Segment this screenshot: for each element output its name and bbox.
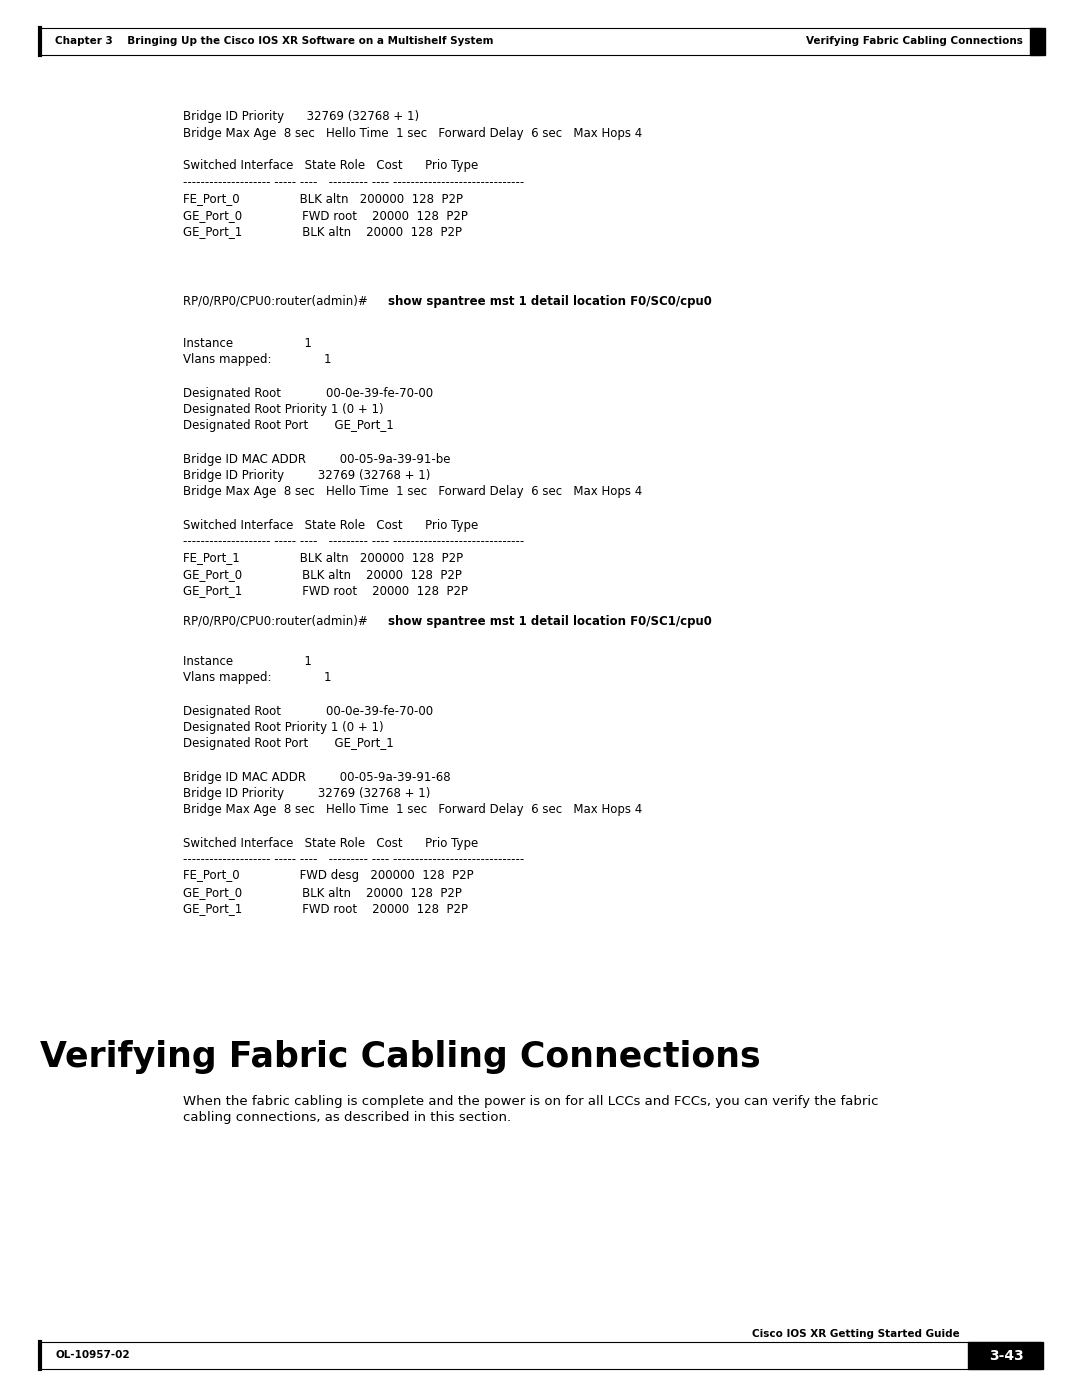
Text: Vlans mapped:              1: Vlans mapped: 1 (183, 353, 332, 366)
Text: show spantree mst 1 detail location F0/SC1/cpu0: show spantree mst 1 detail location F0/S… (389, 615, 713, 629)
Bar (1030, 28, 1045, 54)
Text: GE_Port_1                BLK altn    20000  128  P2P: GE_Port_1 BLK altn 20000 128 P2P (183, 225, 462, 239)
Text: -------------------- ----- ----   --------- ---- ------------------------------: -------------------- ----- ---- --------… (183, 535, 524, 548)
Text: Designated Root Priority 1 (0 + 1): Designated Root Priority 1 (0 + 1) (183, 721, 383, 733)
Text: GE_Port_0                FWD root    20000  128  P2P: GE_Port_0 FWD root 20000 128 P2P (183, 210, 468, 222)
Text: Bridge ID Priority         32769 (32768 + 1): Bridge ID Priority 32769 (32768 + 1) (183, 787, 430, 800)
Text: Bridge ID Priority         32769 (32768 + 1): Bridge ID Priority 32769 (32768 + 1) (183, 469, 430, 482)
Text: Bridge ID MAC ADDR         00-05-9a-39-91-be: Bridge ID MAC ADDR 00-05-9a-39-91-be (183, 453, 450, 465)
Text: GE_Port_0                BLK altn    20000  128  P2P: GE_Port_0 BLK altn 20000 128 P2P (183, 569, 462, 581)
Text: Bridge Max Age  8 sec   Hello Time  1 sec   Forward Delay  6 sec   Max Hops 4: Bridge Max Age 8 sec Hello Time 1 sec Fo… (183, 486, 643, 499)
Text: Designated Root Priority 1 (0 + 1): Designated Root Priority 1 (0 + 1) (183, 402, 383, 416)
Text: Instance                   1: Instance 1 (183, 337, 312, 351)
Text: Vlans mapped:              1: Vlans mapped: 1 (183, 672, 332, 685)
Text: Switched Interface   State Role   Cost      Prio Type: Switched Interface State Role Cost Prio … (183, 159, 478, 172)
Text: Verifying Fabric Cabling Connections: Verifying Fabric Cabling Connections (40, 1039, 760, 1074)
Text: Switched Interface   State Role   Cost      Prio Type: Switched Interface State Role Cost Prio … (183, 837, 478, 849)
Text: OL-10957-02: OL-10957-02 (55, 1351, 130, 1361)
Text: Designated Root            00-0e-39-fe-70-00: Designated Root 00-0e-39-fe-70-00 (183, 704, 433, 718)
Text: Bridge Max Age  8 sec   Hello Time  1 sec   Forward Delay  6 sec   Max Hops 4: Bridge Max Age 8 sec Hello Time 1 sec Fo… (183, 803, 643, 816)
Text: FE_Port_0                BLK altn   200000  128  P2P: FE_Port_0 BLK altn 200000 128 P2P (183, 193, 463, 205)
Text: Bridge ID Priority      32769 (32768 + 1): Bridge ID Priority 32769 (32768 + 1) (183, 110, 419, 123)
Text: Designated Root            00-0e-39-fe-70-00: Designated Root 00-0e-39-fe-70-00 (183, 387, 433, 400)
Text: When the fabric cabling is complete and the power is on for all LCCs and FCCs, y: When the fabric cabling is complete and … (183, 1095, 878, 1108)
Text: Verifying Fabric Cabling Connections: Verifying Fabric Cabling Connections (806, 36, 1023, 46)
Text: GE_Port_1                FWD root    20000  128  P2P: GE_Port_1 FWD root 20000 128 P2P (183, 584, 468, 598)
Text: Chapter 3    Bringing Up the Cisco IOS XR Software on a Multishelf System: Chapter 3 Bringing Up the Cisco IOS XR S… (55, 36, 494, 46)
Text: Cisco IOS XR Getting Started Guide: Cisco IOS XR Getting Started Guide (753, 1329, 960, 1338)
Text: FE_Port_0                FWD desg   200000  128  P2P: FE_Port_0 FWD desg 200000 128 P2P (183, 869, 474, 883)
Text: Designated Root Port       GE_Port_1: Designated Root Port GE_Port_1 (183, 738, 394, 750)
Text: RP/0/RP0/CPU0:router(admin)#: RP/0/RP0/CPU0:router(admin)# (183, 615, 372, 629)
Text: -------------------- ----- ----   --------- ---- ------------------------------: -------------------- ----- ---- --------… (183, 854, 524, 866)
Text: GE_Port_0                BLK altn    20000  128  P2P: GE_Port_0 BLK altn 20000 128 P2P (183, 886, 462, 900)
Text: 3-43: 3-43 (988, 1348, 1024, 1362)
Text: Bridge Max Age  8 sec   Hello Time  1 sec   Forward Delay  6 sec   Max Hops 4: Bridge Max Age 8 sec Hello Time 1 sec Fo… (183, 127, 643, 140)
Text: show spantree mst 1 detail location F0/SC0/cpu0: show spantree mst 1 detail location F0/S… (389, 295, 713, 307)
Text: GE_Port_1                FWD root    20000  128  P2P: GE_Port_1 FWD root 20000 128 P2P (183, 902, 468, 915)
Bar (968, 1343, 1043, 1369)
Text: FE_Port_1                BLK altn   200000  128  P2P: FE_Port_1 BLK altn 200000 128 P2P (183, 552, 463, 564)
Text: Switched Interface   State Role   Cost      Prio Type: Switched Interface State Role Cost Prio … (183, 518, 478, 531)
Text: Instance                   1: Instance 1 (183, 655, 312, 668)
Text: RP/0/RP0/CPU0:router(admin)#: RP/0/RP0/CPU0:router(admin)# (183, 295, 372, 307)
Text: Designated Root Port       GE_Port_1: Designated Root Port GE_Port_1 (183, 419, 394, 433)
Text: Bridge ID MAC ADDR         00-05-9a-39-91-68: Bridge ID MAC ADDR 00-05-9a-39-91-68 (183, 771, 450, 784)
Text: cabling connections, as described in this section.: cabling connections, as described in thi… (183, 1111, 511, 1125)
Text: -------------------- ----- ----   --------- ---- ------------------------------: -------------------- ----- ---- --------… (183, 176, 524, 189)
